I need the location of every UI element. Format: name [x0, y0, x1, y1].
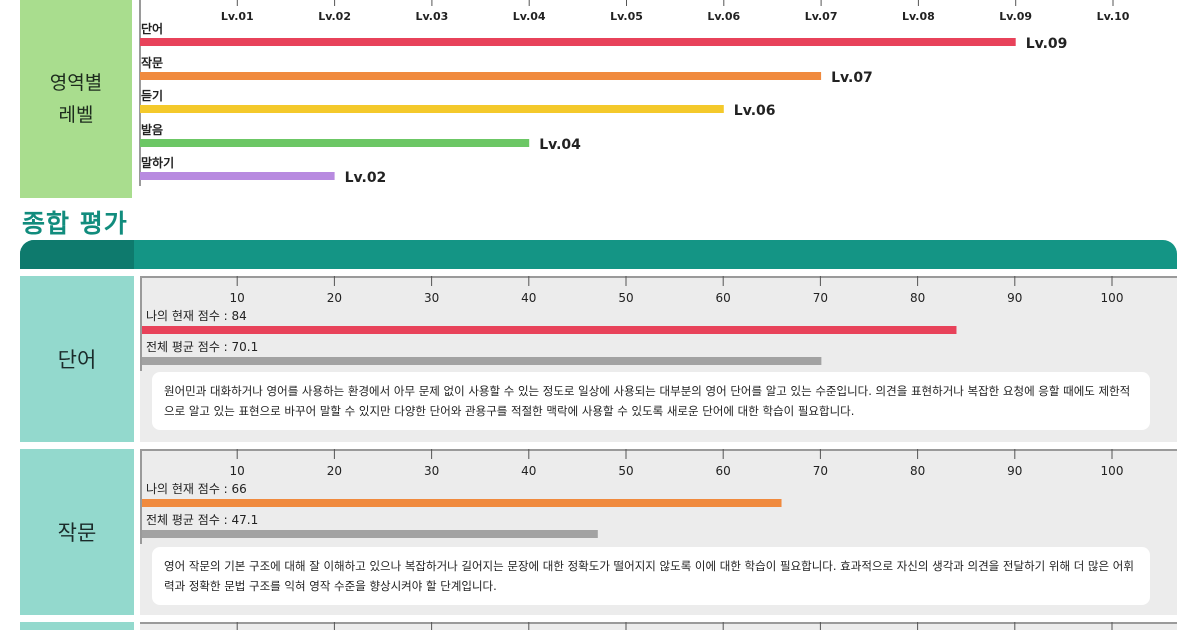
- x-tick-label: 100: [1101, 291, 1124, 305]
- value-label: Lv.04: [539, 137, 581, 153]
- x-tick-label: Lv.10: [1097, 10, 1130, 23]
- bar: [142, 499, 782, 507]
- panel-body-vocab: 10 20 30 40 50 60 70 80 90 100 나의 현재 점수 : 84 전체 평균 …: [140, 276, 1177, 442]
- x-tick-label: 40: [521, 291, 536, 305]
- panel-body-writing: 10 20 30 40 50 60 70 80 90 100 나의 현재 점수 : 66 전체 평균 …: [140, 449, 1177, 615]
- panel-label-vocab: 단어: [20, 276, 134, 442]
- x-tick-label: Lv.06: [707, 10, 740, 23]
- section-title: 종합 평가: [22, 209, 128, 238]
- x-tick-label: Lv.02: [318, 10, 351, 23]
- x-tick-label: 30: [424, 291, 439, 305]
- category-label: 단어: [141, 21, 163, 36]
- x-tick-label: 70: [813, 291, 828, 305]
- bar: [140, 105, 724, 113]
- bar: [142, 357, 822, 365]
- x-tick-label: 20: [327, 291, 342, 305]
- category-label: 듣기: [141, 88, 163, 103]
- x-tick-label: 50: [618, 291, 633, 305]
- section-header-bar: [20, 240, 1177, 269]
- score-chart-writing: 10 20 30 40 50 60 70 80 90 100 나의 현재 점수 : 66 전체 평균 …: [140, 449, 1177, 544]
- x-tick-label: 80: [910, 464, 925, 478]
- x-tick-label: 40: [521, 464, 536, 478]
- x-tick-label: Lv.04: [513, 10, 546, 23]
- x-tick-label: Lv.08: [902, 10, 935, 23]
- panel-title: 작문: [57, 521, 97, 545]
- section-header-bar-left: [20, 240, 134, 269]
- level-section-label-box: 영역별 레벨: [20, 0, 132, 198]
- cutoff-grid: [140, 622, 1177, 630]
- bar: [140, 38, 1016, 46]
- bar: [140, 172, 335, 180]
- category-label: 발음: [141, 122, 163, 137]
- bar: [140, 139, 530, 147]
- bar: [142, 326, 957, 334]
- panel-description: 원어민과 대화하거나 영어를 사용하는 환경에서 아무 문제 없이 사용할 수 …: [152, 372, 1150, 430]
- x-tick-label: 10: [230, 464, 245, 478]
- category-label: 작문: [141, 55, 163, 70]
- x-tick-label: 90: [1007, 291, 1022, 305]
- panel-label-cutoff: [20, 622, 134, 630]
- x-tick-label: Lv.01: [221, 10, 254, 23]
- bar: [140, 72, 822, 80]
- value-label: Lv.02: [345, 170, 387, 186]
- x-tick-label: 60: [716, 464, 731, 478]
- level-chart: Lv.01 Lv.02 Lv.03 Lv.04 Lv.05 Lv.06 Lv.07 Lv.08…: [139, 0, 1130, 186]
- bar: [142, 530, 598, 538]
- x-tick-label: Lv.05: [610, 10, 643, 23]
- panel-body-cutoff: [140, 622, 1177, 630]
- panel-description: 영어 작문의 기본 구조에 대해 잘 이해하고 있으나 복잡하거나 길어지는 문…: [152, 547, 1150, 605]
- panel-label-writing: 작문: [20, 449, 134, 615]
- level-section-label: 영역별 레벨: [49, 72, 103, 126]
- x-tick-label: 60: [716, 291, 731, 305]
- x-tick-label: 80: [910, 291, 925, 305]
- x-tick-label: Lv.07: [805, 10, 838, 23]
- value-label: Lv.07: [831, 70, 873, 86]
- series-label: 나의 현재 점수 : 66: [146, 482, 247, 496]
- x-tick-label: 100: [1101, 464, 1124, 478]
- x-tick-label: Lv.09: [999, 10, 1032, 23]
- x-tick-label: 70: [813, 464, 828, 478]
- series-label: 전체 평균 점수 : 70.1: [146, 340, 258, 354]
- x-tick-label: 50: [618, 464, 633, 478]
- score-chart-vocab: 10 20 30 40 50 60 70 80 90 100 나의 현재 점수 : 84 전체 평균 …: [140, 276, 1177, 371]
- x-tick-label: 30: [424, 464, 439, 478]
- panel-title: 단어: [57, 348, 97, 372]
- category-label: 말하기: [141, 155, 174, 170]
- series-label: 전체 평균 점수 : 47.1: [146, 513, 258, 527]
- x-tick-label: Lv.03: [416, 10, 449, 23]
- series-label: 나의 현재 점수 : 84: [146, 309, 247, 323]
- x-tick-label: 20: [327, 464, 342, 478]
- x-tick-label: 90: [1007, 464, 1022, 478]
- value-label: Lv.09: [1026, 36, 1068, 52]
- x-tick-label: 10: [230, 291, 245, 305]
- value-label: Lv.06: [734, 103, 776, 119]
